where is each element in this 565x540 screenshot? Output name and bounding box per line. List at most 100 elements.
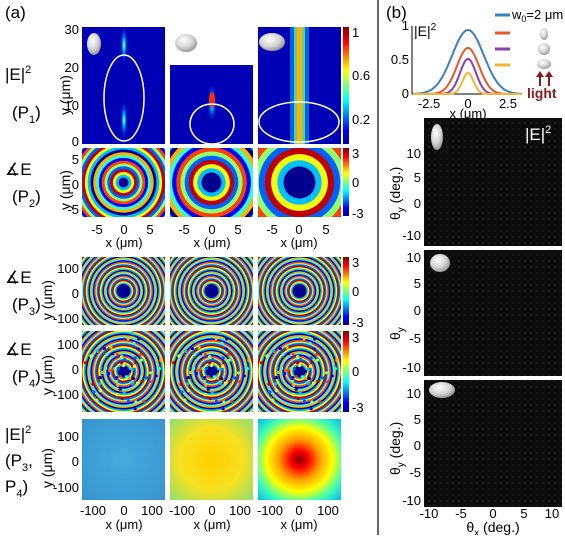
svg-text:20: 20 bbox=[65, 60, 79, 75]
svg-text:-3: -3 bbox=[352, 315, 364, 330]
row-p34-xticks: -100 0 100 -100 0 100 -100 0 100 bbox=[80, 503, 339, 518]
svg-text:100: 100 bbox=[57, 337, 79, 352]
svg-text:0: 0 bbox=[208, 222, 215, 237]
svg-text:0: 0 bbox=[414, 196, 421, 211]
svg-text:(P4): (P4) bbox=[12, 367, 41, 390]
svg-text:30: 30 bbox=[65, 22, 79, 37]
svg-text:|E|2: |E|2 bbox=[414, 22, 437, 39]
farfield-yticks: 10 5 0 -10 10 5 0 -5 -10 10 5 0 -5 -10 bbox=[402, 146, 421, 508]
profile-plot: 1 0.5 0 |E|2 -2.5 0 2.5 x (μm) bbox=[391, 18, 522, 121]
svg-text:-3: -3 bbox=[352, 400, 364, 415]
colorbar-amplitude-ticks: 1 0.6 0.2 bbox=[352, 25, 370, 127]
svg-text:θy (deg.): θy (deg.) bbox=[387, 167, 407, 220]
svg-text:5: 5 bbox=[322, 222, 329, 237]
svg-text:0: 0 bbox=[464, 96, 471, 111]
svg-text:1: 1 bbox=[352, 25, 359, 40]
svg-text:0: 0 bbox=[295, 503, 302, 518]
svg-text:3: 3 bbox=[352, 330, 359, 345]
row-p34-xlabels: x (μm) x (μm) x (μm) bbox=[105, 517, 317, 532]
colorbar-phase-bottom-ticks: 3 0 -3 bbox=[352, 330, 364, 415]
svg-text:x (μm): x (μm) bbox=[280, 517, 317, 532]
colorbar-phase-bottom bbox=[343, 331, 349, 412]
row-p3-label: ∡E (P3) bbox=[5, 268, 41, 318]
svg-text:0.6: 0.6 bbox=[352, 68, 370, 83]
row-p34-ylabel: y (μm) bbox=[39, 448, 55, 488]
svg-text:-10: -10 bbox=[420, 506, 439, 521]
svg-text:5: 5 bbox=[234, 222, 241, 237]
svg-text:-100: -100 bbox=[53, 480, 79, 495]
farfield-map-2 bbox=[424, 250, 562, 376]
farfield-ylabel-3: θy (deg.) bbox=[387, 422, 407, 475]
svg-text:0: 0 bbox=[208, 503, 215, 518]
svg-text:-100: -100 bbox=[53, 387, 79, 402]
svg-text:-5: -5 bbox=[409, 465, 421, 480]
svg-text:5: 5 bbox=[72, 152, 79, 167]
svg-text:|E|2: |E|2 bbox=[5, 64, 31, 84]
svg-text:0: 0 bbox=[352, 175, 359, 190]
svg-text:0: 0 bbox=[414, 438, 421, 453]
row-p2-xticks: -5 0 5 -5 0 5 -5 0 5 bbox=[91, 222, 329, 237]
farfield-xlabel: θx (deg.) bbox=[466, 519, 519, 535]
row-p1-label: |E|2 (P1) bbox=[5, 64, 41, 126]
svg-text:10: 10 bbox=[545, 506, 559, 521]
colorbar-phase-top-ticks: 3 0 -3 bbox=[352, 146, 364, 221]
row-p2-yticks: 5 0 -5 bbox=[67, 152, 79, 217]
svg-text:-10: -10 bbox=[402, 360, 421, 375]
light-arrows: light bbox=[527, 71, 557, 101]
svg-text:|E|2: |E|2 bbox=[5, 424, 31, 444]
svg-text:-5: -5 bbox=[178, 222, 190, 237]
svg-text:2.5: 2.5 bbox=[499, 96, 517, 111]
svg-text:10: 10 bbox=[407, 250, 421, 265]
svg-text:100: 100 bbox=[317, 503, 339, 518]
row-p2-ylabel: y (μm) bbox=[57, 170, 73, 210]
p2-phase-maps bbox=[82, 148, 341, 217]
svg-text:x (μm): x (μm) bbox=[105, 517, 142, 532]
p34-intensity-maps bbox=[82, 419, 341, 500]
svg-text:-5: -5 bbox=[266, 222, 278, 237]
svg-text:0: 0 bbox=[352, 364, 359, 379]
svg-text:x (μm): x (μm) bbox=[449, 106, 486, 121]
p3-phase-maps bbox=[82, 257, 341, 325]
svg-text:0.5: 0.5 bbox=[391, 52, 409, 67]
svg-text:0: 0 bbox=[72, 177, 79, 192]
p4-phase-maps bbox=[82, 331, 341, 412]
svg-text:x (μm): x (μm) bbox=[193, 235, 230, 250]
row-p34-yticks: 100 0 -100 bbox=[53, 429, 79, 495]
row-p1-ylabel: y (μm) bbox=[57, 75, 73, 115]
panel-b-label: (b) bbox=[386, 3, 407, 22]
colorbar-phase-mid-ticks: 3 0 -3 bbox=[352, 255, 364, 330]
svg-text:-5: -5 bbox=[67, 202, 79, 217]
svg-text:5: 5 bbox=[146, 222, 153, 237]
svg-text:-100: -100 bbox=[53, 311, 79, 326]
svg-text:100: 100 bbox=[57, 261, 79, 276]
svg-text:(P2): (P2) bbox=[12, 187, 41, 210]
svg-text:10: 10 bbox=[407, 386, 421, 401]
svg-text:0: 0 bbox=[120, 222, 127, 237]
profile-curve bbox=[412, 28, 522, 95]
svg-text:10: 10 bbox=[407, 146, 421, 161]
svg-text:0: 0 bbox=[414, 303, 421, 318]
svg-text:-5: -5 bbox=[455, 506, 467, 521]
svg-text:5: 5 bbox=[414, 276, 421, 291]
colorbar-phase-mid bbox=[343, 257, 349, 325]
panel-a-label: (a) bbox=[5, 3, 26, 22]
svg-text:|E|2: |E|2 bbox=[525, 124, 551, 144]
farfield-ylabel-1: θy (deg.) bbox=[387, 167, 407, 220]
svg-text:x (μm): x (μm) bbox=[280, 235, 317, 250]
svg-text:0: 0 bbox=[72, 454, 79, 469]
row-p4-yticks: 100 0 -100 bbox=[53, 337, 79, 402]
row-p34-label: |E|2 (P3, P4) bbox=[5, 424, 33, 500]
svg-text:5: 5 bbox=[414, 170, 421, 185]
svg-text:∡E: ∡E bbox=[5, 160, 32, 179]
svg-text:-10: -10 bbox=[402, 493, 421, 508]
profile-legend: w0=2 μm bbox=[495, 7, 563, 69]
svg-text:-2.5: -2.5 bbox=[418, 96, 440, 111]
svg-text:0: 0 bbox=[120, 503, 127, 518]
svg-text:5: 5 bbox=[520, 506, 527, 521]
svg-text:0: 0 bbox=[489, 506, 496, 521]
svg-text:3: 3 bbox=[352, 146, 359, 161]
svg-text:θy (deg.): θy (deg.) bbox=[387, 422, 407, 475]
svg-text:-10: -10 bbox=[402, 228, 421, 243]
svg-text:∡E: ∡E bbox=[5, 268, 32, 287]
